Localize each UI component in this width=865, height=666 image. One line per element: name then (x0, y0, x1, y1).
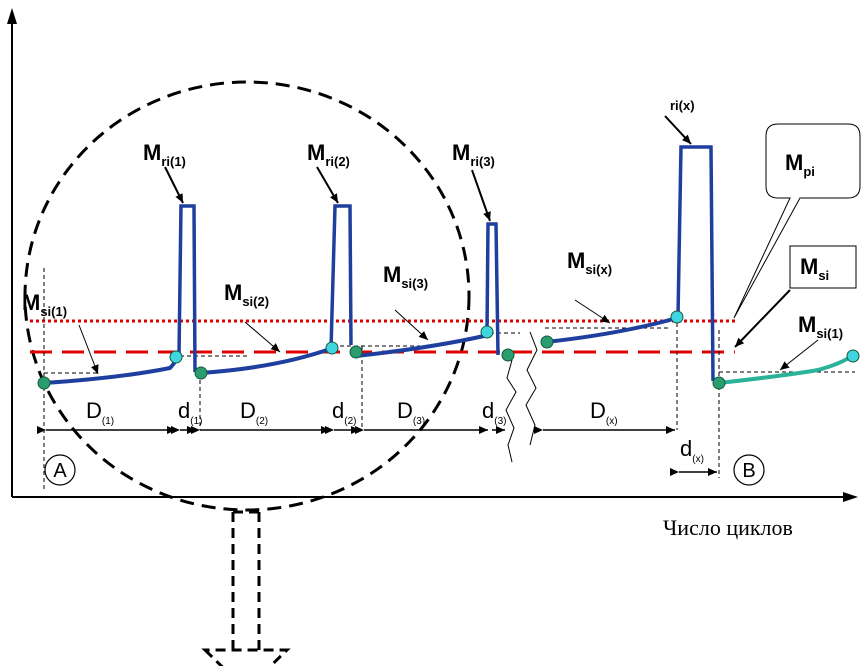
curve-x (545, 316, 678, 344)
y-axis-arrow (7, 8, 17, 24)
msi1-right-sub: si(1) (816, 326, 843, 341)
svg-text:D(1): D(1) (86, 398, 114, 427)
label-msi1-right: Msi(1) (798, 312, 843, 341)
svg-text:d(x): d(x) (680, 436, 704, 465)
label-mrix: ri(x) (670, 98, 695, 113)
axis-break (505, 331, 538, 463)
label-msi1: Msi(1) (22, 290, 67, 319)
guide-lines (43, 268, 855, 490)
label-msi2: Msi(2) (224, 280, 269, 309)
msi1-main: M (22, 290, 40, 315)
msi3-main: M (383, 262, 401, 287)
label-msi-box: Msi (800, 254, 829, 283)
msi2-sub: si(2) (242, 294, 269, 309)
mri2-main: M (307, 140, 325, 165)
mri3-sub: ri(3) (470, 154, 495, 169)
svg-text:D(2): D(2) (240, 398, 268, 427)
svg-text:d(1): d(1) (178, 398, 202, 427)
svg-text:Msi(3): Msi(3) (383, 262, 428, 291)
dimension-labels: D(1) d(1) D(2) d(2) D(3) d(3) D(x) d(x) (86, 398, 704, 465)
pulse-3 (485, 222, 500, 356)
dim-Dx-main: D (590, 398, 606, 423)
msi1-sub: si(1) (40, 304, 67, 319)
pulse-1 (177, 204, 197, 373)
curve-3 (355, 334, 485, 358)
mpi-main: M (785, 150, 803, 175)
svg-text:Msi(1): Msi(1) (22, 290, 67, 319)
dim-D3-main: D (397, 398, 413, 423)
svg-text:D(3): D(3) (397, 398, 425, 427)
svg-text:D(x): D(x) (590, 398, 618, 427)
label-msi3: Msi(3) (383, 262, 428, 291)
svg-text:Mri(1): Mri(1) (143, 140, 186, 169)
x-axis-arrow (843, 492, 858, 502)
dim-d1-sub: (1) (190, 416, 202, 427)
mpi-callout (733, 123, 861, 319)
dim-dx-main: d (680, 436, 692, 461)
msi3-sub: si(3) (401, 276, 428, 291)
label-mpi: Mpi (785, 150, 815, 179)
axes: Число циклов (7, 8, 858, 540)
curve-after-b (718, 354, 854, 385)
pulse-x (676, 145, 715, 382)
pointer-arrows (78, 115, 819, 375)
dim-D1-main: D (86, 398, 102, 423)
point-b: B (733, 454, 765, 486)
dim-Dx-sub: (x) (606, 416, 618, 427)
msi1-right-main: M (798, 312, 816, 337)
svg-text:Mri(3): Mri(3) (452, 140, 495, 169)
curve-1 (43, 354, 180, 385)
svg-text:d(3): d(3) (482, 398, 506, 427)
x-axis-label: Число циклов (663, 515, 793, 540)
dim-d2-sub: (2) (344, 416, 356, 427)
svg-text:Msi(1): Msi(1) (798, 312, 843, 341)
dim-d3-sub: (3) (494, 416, 506, 427)
mri2-sub: ri(2) (325, 154, 350, 169)
msix-sub: si(x) (585, 262, 612, 277)
point-a: A (44, 454, 76, 486)
svg-text:Msi(2): Msi(2) (224, 280, 269, 309)
reference-lines (30, 319, 735, 354)
svg-text:Mpi: Mpi (785, 150, 815, 179)
svg-text:Mri(2): Mri(2) (307, 140, 350, 169)
mpi-sub: pi (803, 164, 815, 179)
curve-2 (199, 347, 331, 375)
dimension-arrows (37, 426, 717, 476)
dim-d1-main: d (178, 398, 190, 423)
point-b-label: B (742, 460, 755, 482)
dim-D1-sub: (1) (102, 416, 114, 427)
mri1-sub: ri(1) (161, 154, 186, 169)
msi-box-main: M (800, 254, 818, 279)
zoom-arrow (201, 510, 291, 666)
msi-callout (789, 245, 857, 289)
msi2-main: M (224, 280, 242, 305)
msi-box-sub: si (818, 268, 829, 283)
mrix-sub: ri(x) (670, 98, 695, 113)
pulse-2 (329, 204, 353, 350)
svg-text:d(2): d(2) (332, 398, 356, 427)
msix-main: M (567, 248, 585, 273)
zoom-circle (23, 80, 471, 666)
cycle-curves (43, 145, 715, 385)
label-mri2: Mri(2) (307, 140, 350, 169)
point-a-label: A (53, 460, 67, 482)
label-msix: Msi(x) (567, 248, 612, 277)
dim-d3-main: d (482, 398, 494, 423)
dim-D3-sub: (3) (413, 416, 425, 427)
dim-d2-main: d (332, 398, 344, 423)
state-dots (37, 310, 860, 390)
svg-text:Msi(x): Msi(x) (567, 248, 612, 277)
dim-D2-main: D (240, 398, 256, 423)
label-mri3: Mri(3) (452, 140, 495, 169)
svg-text:Msi: Msi (800, 254, 829, 283)
dim-D2-sub: (2) (256, 416, 268, 427)
mri3-main: M (452, 140, 470, 165)
mri1-main: M (143, 140, 161, 165)
svg-text:ri(x): ri(x) (670, 98, 695, 113)
label-mri1: Mri(1) (143, 140, 186, 169)
dim-dx-sub: (x) (692, 454, 704, 465)
